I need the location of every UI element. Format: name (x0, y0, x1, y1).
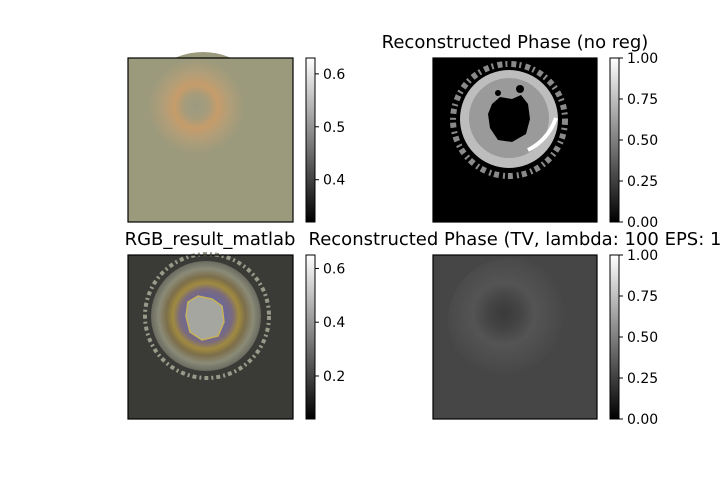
panel-title: Reconstructed Phase (no reg) (382, 32, 649, 53)
colorbar-tick-label: 1.00 (627, 51, 658, 67)
panel-top-right: 0.00 0.25 0.50 0.75 1.00 Reconstructed Phase… (382, 32, 659, 231)
panel-top-left: 0.4 0.5 0.6 (127, 52, 345, 223)
speck (516, 85, 524, 93)
panel-bottom-right: 0.00 0.25 0.50 0.75 1.00 Reconstructed Phase… (309, 229, 720, 428)
image-frame (127, 57, 294, 223)
speck (495, 90, 501, 96)
colorbar-gradient (609, 57, 620, 223)
colorbar-ticks: 0.2 0.4 0.6 (315, 261, 345, 385)
outer-fringe (143, 252, 271, 380)
faint-ring (135, 52, 271, 188)
colorbar-tick-label: 0.50 (627, 133, 658, 149)
faint-ring (448, 258, 572, 382)
colorbar-tick-label: 0.75 (627, 92, 658, 108)
colorbar-ticks: 0.4 0.5 0.6 (315, 67, 345, 189)
image-frame (432, 57, 598, 223)
colorbar-tick-label: 0.6 (323, 261, 345, 277)
center-blob (488, 95, 530, 142)
image-frame (127, 254, 294, 420)
colorbar-tick-label: 1.00 (627, 248, 658, 264)
colorbar-bottom-right: 0.00 0.25 0.50 0.75 1.00 (609, 248, 658, 428)
colorbar-tick-label: 0.4 (323, 315, 345, 331)
colorbar-top-left: 0.4 0.5 0.6 (305, 57, 345, 223)
colorbar-tick-label: 0.75 (627, 289, 658, 305)
colorbar-tick-label: 0.6 (323, 67, 345, 83)
colorbar-ticks: 0.00 0.25 0.50 0.75 1.00 (619, 51, 658, 231)
colorbar-bottom-left: 0.2 0.4 0.6 (305, 254, 345, 420)
noisy-outer-ring (450, 61, 568, 179)
colorbar-tick-label: 0.25 (627, 371, 658, 387)
colorbar-tick-label: 0.5 (323, 120, 345, 136)
bright-crescent (527, 117, 558, 152)
colorbar-tick-label: 0.00 (627, 215, 658, 231)
colorbar-tick-label: 0.50 (627, 330, 658, 346)
colorbar-tick-label: 0.2 (323, 369, 345, 385)
colorbar-gradient (305, 57, 316, 223)
image-frame (432, 254, 598, 420)
colorbar-top-right: 0.00 0.25 0.50 0.75 1.00 (609, 51, 658, 231)
colorbar-tick-label: 0.00 (627, 412, 658, 428)
panel-title: Reconstructed Phase (TV, lambda: 100 EPS… (309, 229, 720, 250)
panel-title: RGB_result_matlab (125, 229, 296, 250)
colorbar-ticks: 0.00 0.25 0.50 0.75 1.00 (619, 248, 658, 428)
grey-center (185, 295, 225, 341)
colorbar-gradient (609, 254, 620, 420)
colorbar-tick-label: 0.25 (627, 174, 658, 190)
colorbar-gradient (305, 254, 316, 420)
panel-bottom-left: 0.2 0.4 0.6 RGB_result_matlab (125, 229, 345, 420)
colorbar-tick-label: 0.4 (323, 173, 345, 189)
